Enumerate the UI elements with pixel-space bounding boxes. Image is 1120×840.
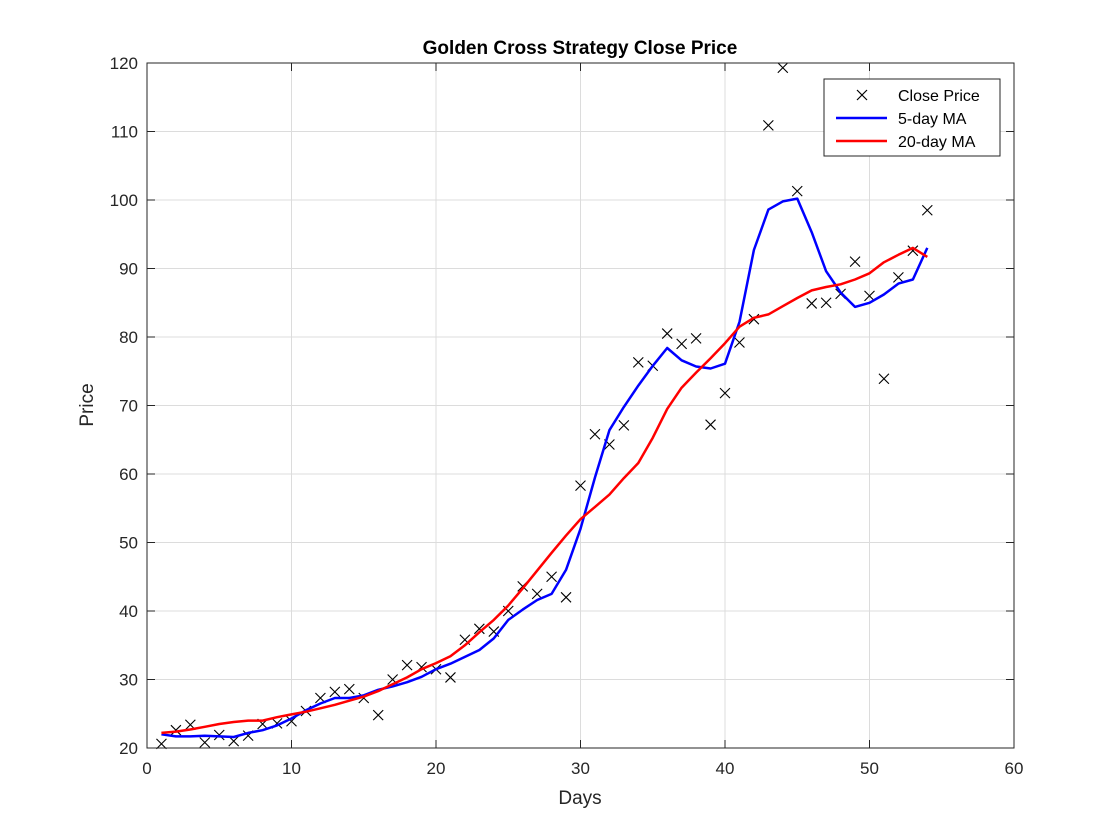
- data-point-x-marker: [445, 672, 456, 683]
- data-point-x-marker: [849, 256, 861, 268]
- x-tick-label: 30: [571, 759, 590, 778]
- data-point-x-marker: [618, 419, 630, 431]
- y-tick-label: 90: [119, 260, 138, 279]
- data-point-x-marker: [705, 419, 716, 431]
- grid: [147, 63, 1014, 748]
- legend-entry-5-day-ma: 5-day MA: [836, 111, 967, 128]
- series-line-20-day-ma: [161, 246, 928, 735]
- series-points-close-price: [156, 62, 933, 750]
- legend-entry-20-day-ma: 20-day MA: [836, 134, 976, 151]
- y-tick-label: 20: [119, 739, 138, 758]
- y-tick-label: 40: [119, 602, 138, 621]
- x-tick-label: 10: [282, 759, 301, 778]
- x-tick-label: 50: [860, 759, 879, 778]
- x-tick-label: 0: [142, 759, 151, 778]
- y-tick-label: 80: [119, 328, 138, 347]
- data-point-x-marker: [820, 297, 832, 309]
- series-line-5-day-ma: [161, 197, 929, 739]
- data-point-x-marker: [531, 588, 543, 600]
- y-tick-label: 60: [119, 465, 138, 484]
- data-point-x-marker: [661, 328, 673, 339]
- data-point-x-marker: [806, 298, 818, 309]
- data-point-x-marker: [676, 338, 688, 350]
- data-point-x-marker: [589, 428, 601, 440]
- data-point-x-marker: [878, 373, 890, 385]
- x-tick-label: 20: [427, 759, 446, 778]
- data-point-x-marker: [690, 332, 702, 344]
- data-point-x-marker: [199, 737, 211, 748]
- data-point-x-marker: [762, 119, 774, 131]
- data-point-x-marker: [921, 204, 933, 216]
- legend-label-5-day-ma: 5-day MA: [898, 111, 967, 128]
- y-tick-label: 30: [119, 671, 138, 690]
- data-point-x-marker: [907, 245, 919, 257]
- chart-title: Golden Cross Strategy Close Price: [423, 38, 738, 59]
- data-point-x-marker: [575, 480, 586, 492]
- data-point-x-marker: [734, 337, 745, 348]
- data-point-x-marker: [473, 623, 485, 635]
- data-point-x-marker: [719, 387, 731, 399]
- x-tick-label: 60: [1005, 759, 1024, 778]
- y-tick-label: 110: [111, 123, 138, 142]
- data-point-x-marker: [632, 356, 644, 368]
- x-tick-label: 40: [716, 759, 735, 778]
- y-tick-label: 120: [110, 54, 138, 73]
- data-point-x-marker: [893, 272, 904, 283]
- x-axis-label: Days: [558, 788, 601, 809]
- data-point-x-marker: [343, 683, 355, 695]
- data-point-x-marker: [329, 686, 341, 698]
- y-tick-label: 70: [119, 397, 138, 416]
- ticks: 0 10 20 30 40 50 60 20 30 40 50 60 70 80 90 100 110 120: [110, 54, 1024, 778]
- data-point-x-marker: [560, 591, 572, 603]
- y-tick-label: 100: [110, 191, 138, 210]
- y-axis-label: Price: [77, 383, 98, 426]
- data-point-x-marker: [791, 185, 803, 197]
- y-tick-label: 50: [119, 534, 138, 553]
- data-point-x-marker: [156, 738, 167, 750]
- data-point-x-marker: [213, 729, 225, 741]
- data-point-x-marker: [777, 62, 789, 74]
- legend-entry-close-price: Close Price: [856, 88, 980, 105]
- data-point-x-marker: [864, 290, 875, 302]
- data-layer: [156, 62, 933, 750]
- data-point-x-marker: [372, 709, 384, 721]
- data-point-x-marker: [170, 724, 182, 736]
- data-point-x-marker: [546, 571, 557, 583]
- legend-label-close-price: Close Price: [898, 88, 980, 105]
- data-point-x-marker: [401, 659, 413, 671]
- legend: Close Price 5-day MA 20-day MA: [823, 78, 1001, 157]
- legend-marker-x-icon: [856, 89, 868, 101]
- legend-label-20-day-ma: 20-day MA: [898, 134, 976, 151]
